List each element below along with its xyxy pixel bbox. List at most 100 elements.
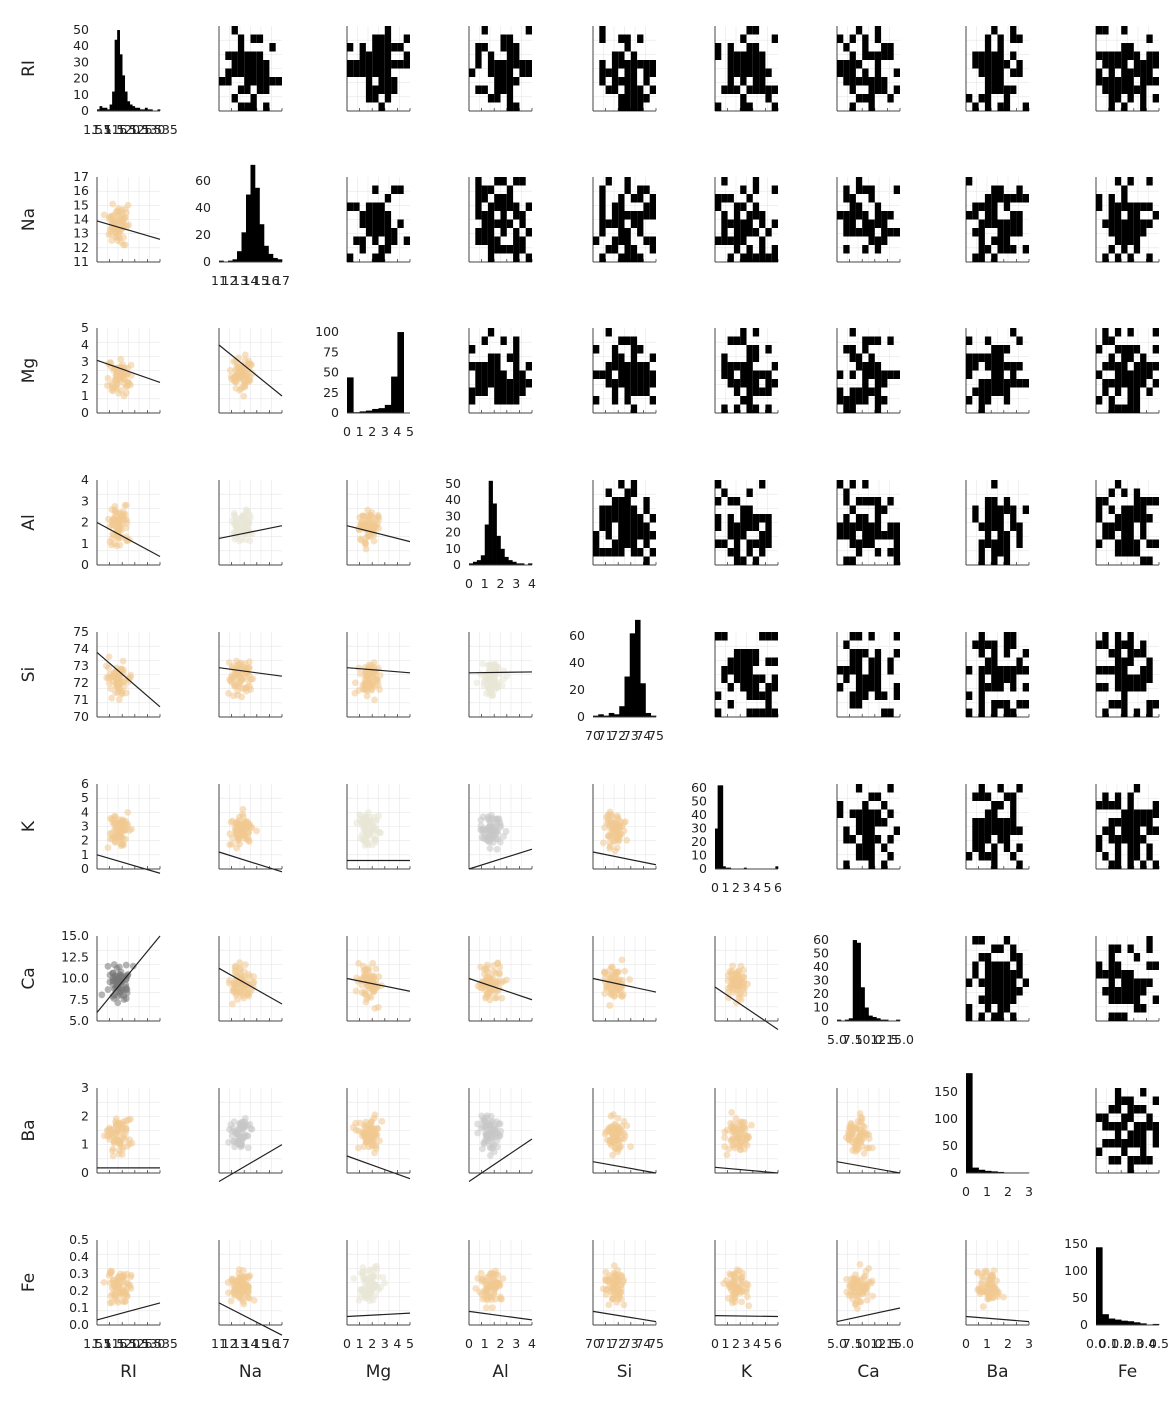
heatmap-cell xyxy=(894,69,900,78)
heatmap-cell xyxy=(650,69,656,78)
heatmap-cell xyxy=(734,497,740,506)
scatter-point xyxy=(114,999,121,1006)
heatmap-cell xyxy=(887,852,893,861)
heatmap-cell xyxy=(856,852,862,861)
heatmap-cell xyxy=(979,709,985,718)
heatmap-cell xyxy=(385,77,391,86)
heatmap-cell xyxy=(618,497,624,506)
scatter-point xyxy=(245,1144,252,1151)
heatmap-cell xyxy=(740,237,746,246)
heatmap-cell xyxy=(1115,987,1121,996)
scatter-point xyxy=(739,1138,746,1145)
scatter-point xyxy=(494,846,501,853)
heatmap-cell xyxy=(985,337,991,346)
histogram-y-tick-label: 30 xyxy=(691,821,707,836)
heatmap-cell xyxy=(618,237,624,246)
heatmap-cell xyxy=(734,86,740,95)
heatmap-cell xyxy=(643,371,649,380)
scatter-point xyxy=(122,241,129,248)
heatmap-cell xyxy=(856,60,862,69)
heatmap-cell xyxy=(507,203,513,212)
heatmap-cell xyxy=(643,77,649,86)
heatmap-cell xyxy=(740,362,746,371)
heatmap-cell xyxy=(998,675,1004,684)
heatmap-cell xyxy=(998,35,1004,44)
heatmap-cell xyxy=(753,52,759,61)
heatmap-cell xyxy=(985,523,991,532)
heatmap-cell xyxy=(1004,540,1010,549)
heatmap-cell xyxy=(979,641,985,650)
scatter-point xyxy=(123,995,130,1002)
panel-Ca-Na xyxy=(219,936,282,1021)
heatmap-cell xyxy=(728,69,734,78)
heatmap-cell xyxy=(887,52,893,61)
heatmap-cell xyxy=(366,94,372,103)
heatmap-cell xyxy=(625,254,631,263)
scatter-point xyxy=(353,988,360,995)
heatmap-cell xyxy=(869,228,875,237)
heatmap-cell xyxy=(1146,540,1152,549)
heatmap-cell xyxy=(379,228,385,237)
scatter-point xyxy=(127,1116,134,1123)
scatter-point xyxy=(363,686,370,693)
scatter-point xyxy=(355,1145,362,1152)
heatmap-cell xyxy=(385,237,391,246)
heatmap-cell xyxy=(1115,77,1121,86)
heatmap-cell xyxy=(1010,818,1016,827)
heatmap-cell xyxy=(1010,970,1016,979)
heatmap-cell xyxy=(753,43,759,52)
heatmap-cell xyxy=(1128,254,1134,263)
heatmap-cell xyxy=(715,237,721,246)
heatmap-cell xyxy=(734,405,740,414)
heatmap-cell xyxy=(1115,379,1121,388)
heatmap-cell xyxy=(385,26,391,35)
scatter-point xyxy=(106,653,113,660)
heatmap-cell xyxy=(397,60,403,69)
heatmap-cell xyxy=(625,379,631,388)
heatmap-cell xyxy=(1010,996,1016,1005)
histogram-x-tick-label: 4 xyxy=(753,880,761,895)
heatmap-cell xyxy=(494,203,500,212)
heatmap-cell xyxy=(1121,835,1127,844)
heatmap-cell xyxy=(894,86,900,95)
heatmap-cell xyxy=(263,103,269,112)
histogram-bar xyxy=(485,525,489,565)
histogram-x-tick-label: 17 xyxy=(274,273,290,288)
heatmap-cell xyxy=(753,203,759,212)
heatmap-cell xyxy=(1004,245,1010,254)
heatmap-cell xyxy=(894,371,900,380)
heatmap-cell xyxy=(501,35,507,44)
heatmap-cell xyxy=(985,77,991,86)
heatmap-cell xyxy=(1109,194,1115,203)
heatmap-cell xyxy=(625,497,631,506)
heatmap-cell xyxy=(875,211,881,220)
heatmap-cell xyxy=(488,220,494,229)
heatmap-cell xyxy=(887,43,893,52)
heatmap-cell xyxy=(612,345,618,354)
heatmap-cell xyxy=(1096,26,1102,35)
heatmap-cell xyxy=(593,371,599,380)
heatmap-cell xyxy=(618,103,624,112)
heatmap-cell xyxy=(599,203,605,212)
heatmap-cell xyxy=(1134,69,1140,78)
heatmap-cell xyxy=(257,60,263,69)
heatmap-cell xyxy=(1102,60,1108,69)
heatmap-cell xyxy=(513,245,519,254)
histogram-bar xyxy=(260,224,265,262)
scatter-point xyxy=(115,993,122,1000)
heatmap-cell xyxy=(1146,675,1152,684)
heatmap-cell xyxy=(1121,220,1127,229)
heatmap-cell xyxy=(1016,861,1022,870)
scatter-point xyxy=(117,972,124,979)
heatmap-cell xyxy=(599,69,605,78)
heatmap-cell xyxy=(985,514,991,523)
heatmap-cell xyxy=(618,77,624,86)
heatmap-cell xyxy=(276,77,282,86)
histogram-y-tick-label: 0 xyxy=(699,861,707,876)
heatmap-cell xyxy=(715,52,721,61)
heatmap-cell xyxy=(765,94,771,103)
heatmap-cell xyxy=(740,675,746,684)
histogram-bar xyxy=(125,92,128,111)
y-tick-label: 2 xyxy=(81,1108,89,1123)
heatmap-cell xyxy=(1153,810,1159,819)
